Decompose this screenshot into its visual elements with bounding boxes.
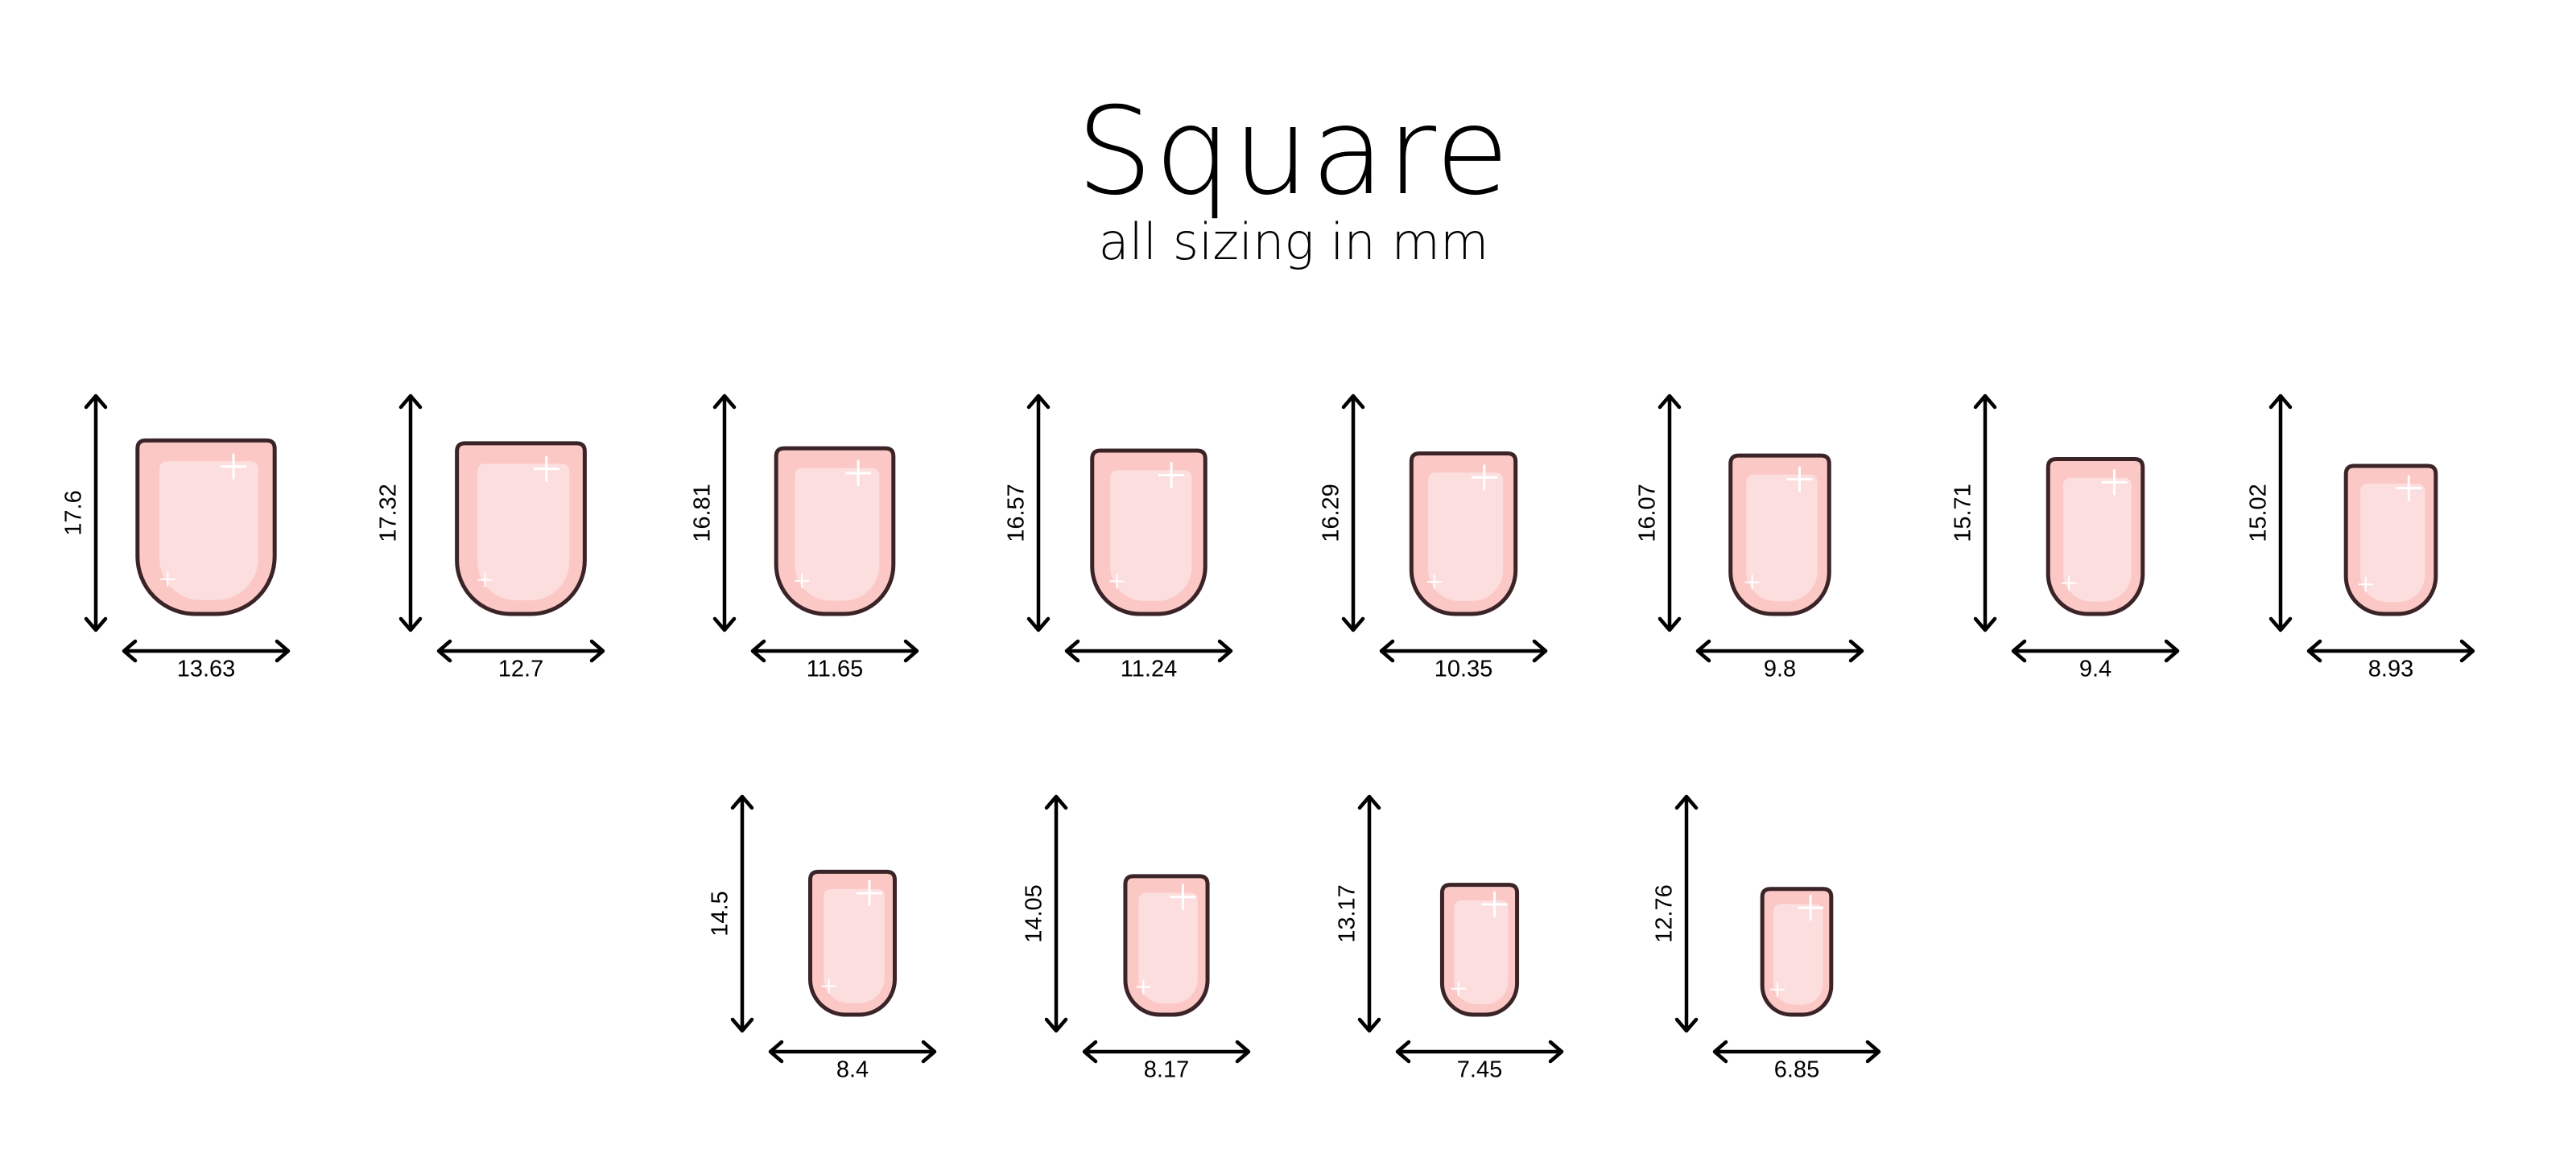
sparkle [1744, 575, 1760, 590]
nail-highlight [1138, 892, 1198, 1004]
nail-highlight [1746, 474, 1818, 602]
nail-item: 14.05 8.17 [1022, 794, 1251, 1083]
length-arrow [1044, 794, 1068, 1033]
length-arrow [1341, 393, 1365, 632]
length-arrow [1357, 794, 1381, 1033]
sparkle [1798, 895, 1824, 921]
width-label: 11.24 [1121, 657, 1177, 682]
length-label: 15.02 [2246, 484, 2272, 542]
nail-highlight [2063, 477, 2132, 602]
sparkle [221, 453, 247, 480]
length-arrow [2268, 393, 2293, 632]
sparkle [2358, 577, 2373, 592]
length-label: 16.81 [690, 484, 716, 542]
sparkle [533, 455, 559, 482]
nail-highlight [1773, 904, 1823, 1005]
nail-item: 17.32 12.7 [376, 393, 605, 682]
width-label: 8.4 [836, 1057, 869, 1083]
length-arrow [712, 393, 737, 632]
nail-highlight [824, 888, 885, 1003]
nail-item: 16.57 11.24 [1004, 393, 1233, 682]
nail-item: 15.71 9.4 [1951, 393, 2180, 682]
length-arrow [1973, 393, 1997, 632]
length-arrow [1026, 393, 1051, 632]
sparkle [477, 572, 493, 587]
sparkle [1451, 981, 1466, 996]
length-label: 13.17 [1335, 884, 1360, 943]
width-arrow [1379, 639, 1548, 663]
length-label: 16.29 [1319, 484, 1344, 542]
nail-highlight [795, 468, 880, 601]
width-label: 11.65 [807, 657, 863, 682]
nail-highlight [477, 463, 570, 601]
sparkle [2396, 475, 2422, 501]
width-label: 12.7 [498, 657, 543, 682]
length-arrow [730, 794, 754, 1033]
nail-item: 16.07 9.8 [1635, 393, 1864, 682]
width-label: 10.35 [1435, 657, 1493, 682]
nail-item: 16.29 10.35 [1319, 393, 1548, 682]
sparkle [1770, 982, 1785, 997]
sparkle [1426, 575, 1442, 590]
sparkle [2062, 575, 2077, 591]
length-label: 16.57 [1004, 484, 1030, 542]
sparkle [1170, 884, 1196, 910]
sparkle [1136, 979, 1151, 995]
width-arrow [1712, 1040, 1881, 1064]
length-label: 16.07 [1635, 484, 1661, 542]
width-label: 8.17 [1144, 1057, 1189, 1083]
nail-highlight [2360, 484, 2425, 603]
width-label: 8.93 [2368, 657, 2413, 682]
subtitle: all sizing in mm [1099, 212, 1489, 271]
nail-highlight [1454, 900, 1509, 1005]
nail-item: 14.5 8.4 [708, 794, 937, 1083]
width-arrow [1395, 1040, 1564, 1064]
nail-highlight [1110, 470, 1192, 601]
width-label: 9.8 [1764, 657, 1796, 682]
length-label: 17.32 [376, 484, 402, 542]
sparkle [857, 880, 882, 907]
width-arrow [1082, 1040, 1251, 1064]
sparkle [795, 573, 810, 588]
width-arrow [2306, 639, 2475, 663]
width-arrow [1064, 639, 1233, 663]
width-arrow [750, 639, 919, 663]
width-label: 7.45 [1457, 1057, 1502, 1083]
width-arrow [768, 1040, 937, 1064]
width-arrow [436, 639, 605, 663]
nail-item: 13.17 7.45 [1335, 794, 1564, 1083]
title: Square [1076, 82, 1511, 222]
width-label: 9.4 [2079, 657, 2112, 682]
length-label: 15.71 [1951, 484, 1976, 542]
length-label: 17.6 [61, 490, 87, 535]
length-arrow [1657, 393, 1682, 632]
sparkle [1109, 574, 1125, 589]
length-label: 12.76 [1652, 884, 1678, 943]
nail-highlight [159, 461, 258, 600]
width-label: 13.63 [177, 657, 236, 682]
sparkle [1158, 462, 1185, 488]
length-label: 14.05 [1022, 884, 1047, 943]
sparkle [1481, 891, 1508, 917]
sparkle [1471, 464, 1497, 491]
nail-item: 15.02 8.93 [2246, 393, 2475, 682]
nail-item: 16.81 11.65 [690, 393, 919, 682]
width-arrow [122, 639, 291, 663]
sparkle [1786, 466, 1813, 492]
sparkle [2101, 469, 2128, 496]
nail-highlight [1428, 472, 1504, 602]
sparkle [160, 571, 175, 587]
width-arrow [2011, 639, 2180, 663]
sparkle [821, 978, 836, 994]
length-arrow [84, 393, 108, 632]
length-label: 14.5 [708, 891, 733, 936]
length-arrow [398, 393, 423, 632]
length-arrow [1674, 794, 1699, 1033]
width-label: 6.85 [1774, 1057, 1819, 1083]
width-arrow [1695, 639, 1864, 663]
nail-item: 12.76 6.85 [1652, 794, 1881, 1083]
nail-item: 17.6 13.63 [61, 393, 291, 682]
sparkle [845, 459, 872, 486]
